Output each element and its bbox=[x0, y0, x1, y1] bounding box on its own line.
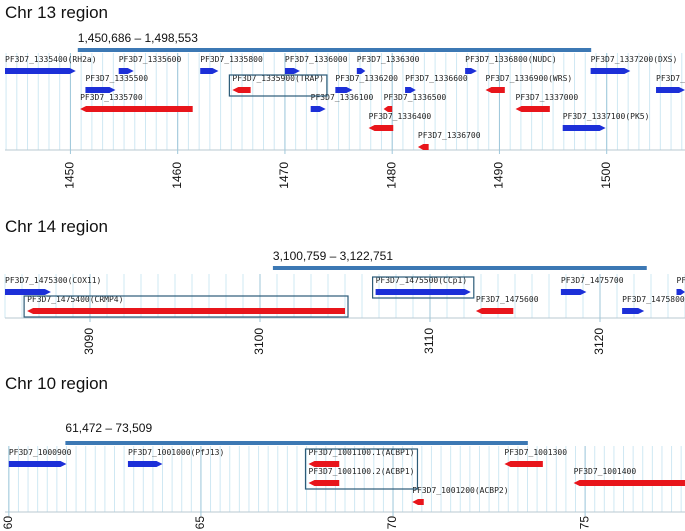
gene-label: PF3D7_1001100.1(ACBP1) bbox=[309, 448, 415, 457]
gene-arrow bbox=[368, 125, 394, 131]
gene-arrow bbox=[308, 480, 340, 486]
gene-arrow bbox=[560, 289, 587, 295]
gene-label: PF3D7_1475700 bbox=[561, 276, 624, 285]
highlight-box bbox=[304, 448, 419, 490]
gene-label: PF3D7_1336700 bbox=[418, 131, 481, 140]
gene-arrow bbox=[412, 499, 424, 505]
gene-arrow bbox=[118, 68, 134, 74]
x-tick-label: 60 bbox=[1, 516, 15, 530]
x-tick-label: 3120 bbox=[592, 328, 606, 355]
gene-arrow bbox=[335, 87, 353, 93]
gene-label: PF3D7_1337100(PK5) bbox=[563, 112, 650, 121]
panel-title: Chr 13 region bbox=[5, 3, 108, 22]
gene-arrow bbox=[504, 461, 543, 467]
region-label: 3,100,759 – 3,122,751 bbox=[273, 249, 393, 263]
highlight-box bbox=[372, 276, 475, 299]
gene-label: PF bbox=[677, 276, 685, 285]
gene-label: PF3D7_1001300 bbox=[504, 448, 567, 457]
gene-arrow bbox=[656, 87, 685, 93]
x-tick-label: 3100 bbox=[252, 328, 266, 355]
gene-label: PF3D7_1336000 bbox=[285, 55, 348, 64]
gene-arrow bbox=[308, 461, 340, 467]
gene-label: PF3D7_1336100 bbox=[311, 93, 374, 102]
gene-arrow bbox=[85, 87, 116, 93]
gene-arrow bbox=[375, 289, 471, 295]
panel-title: Chr 10 region bbox=[5, 374, 108, 393]
gene-arrow bbox=[284, 68, 300, 74]
highlight-box bbox=[228, 74, 328, 97]
x-tick-label: 3110 bbox=[422, 328, 436, 354]
x-tick-label: 1480 bbox=[384, 162, 398, 189]
gene-label: PF3D7_1335800 bbox=[200, 55, 263, 64]
gene-arrow bbox=[27, 308, 345, 314]
gene-label: PF3D7_1001100.2(ACBP1) bbox=[309, 467, 415, 476]
gene-arrow bbox=[127, 461, 163, 467]
gene-arrow bbox=[562, 125, 606, 131]
gene-label: PF3D7_13 bbox=[656, 74, 685, 83]
gene-arrow bbox=[590, 68, 631, 74]
gene-label: PF3D7_1336500 bbox=[384, 93, 447, 102]
gene-arrow bbox=[573, 480, 685, 486]
gene-arrow bbox=[200, 68, 219, 74]
gene-arrow bbox=[5, 289, 51, 295]
gene-arrow bbox=[465, 68, 477, 74]
gene-arrow bbox=[515, 106, 550, 112]
gene-label: PF3D7_1475800 bbox=[622, 295, 685, 304]
gene-arrow bbox=[310, 106, 326, 112]
gene-arrow bbox=[356, 68, 366, 74]
gene-arrow bbox=[383, 106, 393, 112]
x-tick-label: 65 bbox=[193, 516, 207, 530]
gene-label: PF3D7_1001200(ACBP2) bbox=[412, 486, 508, 495]
gene-label: PF3D7_1001400 bbox=[574, 467, 637, 476]
gene-label: PF3D7_1335500 bbox=[85, 74, 148, 83]
gene-label: PF3D7_1335900(TRAP) bbox=[232, 74, 324, 83]
gene-label: PF3D7_1475300(COX11) bbox=[5, 276, 101, 285]
gene-label: PF3D7_1475400(CRMP4) bbox=[27, 295, 123, 304]
gene-arrow bbox=[5, 68, 76, 74]
gene-label: PF3D7_1335400(RH2a) bbox=[5, 55, 97, 64]
gene-arrow bbox=[475, 308, 514, 314]
gene-label: PF3D7_1336800(NUDC) bbox=[465, 55, 557, 64]
x-tick-label: 1450 bbox=[63, 162, 77, 189]
gene-label: PF3D7_1475500(CCp1) bbox=[376, 276, 468, 285]
gene-label: PF3D7_1475600 bbox=[476, 295, 539, 304]
x-tick-label: 1500 bbox=[599, 162, 613, 189]
gene-label: PF3D7_1001000(PfJ13) bbox=[128, 448, 224, 457]
gene-label: PF3D7_1336200 bbox=[335, 74, 398, 83]
gene-arrow bbox=[232, 87, 251, 93]
x-tick-label: 70 bbox=[385, 516, 399, 530]
x-tick-label: 3090 bbox=[82, 328, 96, 355]
gene-arrow bbox=[417, 144, 429, 150]
x-tick-label: 75 bbox=[577, 516, 591, 530]
highlight-box bbox=[23, 295, 349, 318]
region-label: 61,472 – 73,509 bbox=[65, 421, 152, 435]
gene-arrow bbox=[485, 87, 505, 93]
gene-label: PF3D7_1336600 bbox=[405, 74, 468, 83]
region-label: 1,450,686 – 1,498,553 bbox=[78, 31, 198, 45]
x-tick-label: 1460 bbox=[170, 162, 184, 189]
gene-arrow bbox=[8, 461, 67, 467]
gene-label: PF3D7_1337000 bbox=[516, 93, 579, 102]
gene-arrow bbox=[676, 289, 685, 295]
gene-label: PF3D7_1336900(WRS) bbox=[486, 74, 573, 83]
panel-title: Chr 14 region bbox=[5, 217, 108, 236]
gene-label: PF3D7_1335700 bbox=[80, 93, 143, 102]
gene-label: PF3D7_1335600 bbox=[119, 55, 182, 64]
gene-label: PF3D7_1337200(DXS) bbox=[591, 55, 678, 64]
gene-arrow bbox=[405, 87, 416, 93]
x-tick-label: 1470 bbox=[277, 162, 291, 189]
gene-arrow bbox=[622, 308, 645, 314]
gene-arrow bbox=[80, 106, 193, 112]
gene-label: PF3D7_1336400 bbox=[369, 112, 432, 121]
x-tick-label: 1490 bbox=[492, 162, 506, 189]
gene-label: PF3D7_1336300 bbox=[357, 55, 420, 64]
gene-label: PF3D7_1000900 bbox=[9, 448, 72, 457]
